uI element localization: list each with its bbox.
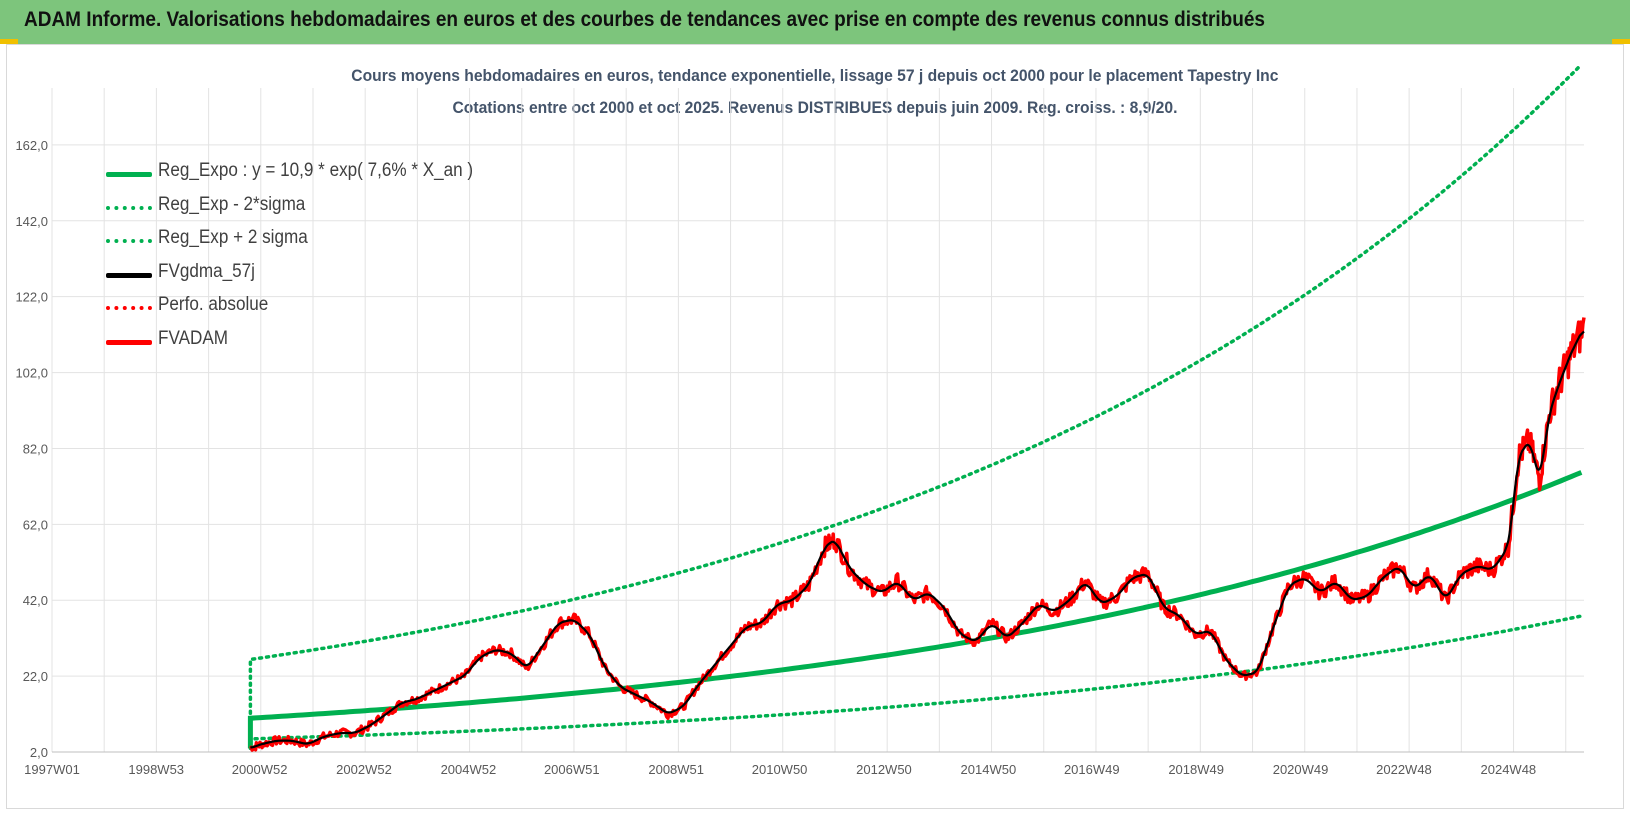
y-tick-label: 122,0 <box>15 290 48 305</box>
x-tick-label: 2012W50 <box>856 762 912 777</box>
y-tick-label: 42,0 <box>23 593 48 608</box>
legend-label: Reg_Exp + 2 sigma <box>158 227 308 248</box>
x-tick-label: 2006W51 <box>544 762 600 777</box>
legend-label: Reg_Exp - 2*sigma <box>158 193 306 215</box>
legend-swatch <box>106 239 152 243</box>
series-line-fvadam <box>249 317 1586 752</box>
x-tick-label: 2024W48 <box>1481 762 1537 777</box>
series-line-regression <box>247 470 1583 749</box>
legend-swatch <box>106 306 152 310</box>
corner-marker <box>0 39 18 44</box>
y-tick-label: 142,0 <box>15 214 48 229</box>
series-line-fvgdma <box>250 330 1585 749</box>
series-line-regression-low <box>248 614 1584 750</box>
y-tick-label: 22,0 <box>23 669 48 684</box>
y-tick-label: 162,0 <box>15 138 48 153</box>
x-tick-label: 2020W49 <box>1273 762 1329 777</box>
x-tick-label: 2008W51 <box>648 762 704 777</box>
x-tick-label: 2014W50 <box>961 762 1017 777</box>
report-banner: ADAM Informe. Valorisations hebdomadaire… <box>0 0 1630 44</box>
chart-title: Cours moyens hebdomadaires en euros, ten… <box>351 66 1279 85</box>
legend-swatch <box>106 339 152 345</box>
x-tick-label: 1997W01 <box>24 762 80 777</box>
y-tick-label: 62,0 <box>23 517 48 532</box>
y-tick-label: 82,0 <box>23 441 48 456</box>
x-tick-label: 2018W49 <box>1168 762 1224 777</box>
y-tick-label: 102,0 <box>15 366 48 381</box>
series-layer <box>247 62 1586 752</box>
y-tick-label: 2,0 <box>30 745 48 760</box>
legend-label: FVADAM <box>158 327 228 349</box>
legend-swatch <box>106 172 152 177</box>
legend-label: Perfo. absolue <box>158 294 269 315</box>
x-tick-label: 2010W50 <box>752 762 808 777</box>
legend-swatch <box>106 205 152 210</box>
legend-label: FVgdma_57j <box>158 260 255 282</box>
x-tick-label: 2016W49 <box>1064 762 1120 777</box>
axes: 2,0 22,0 42,0 62,0 82,0 102,0 122,0 142,0 162,0 1… <box>15 138 1584 777</box>
x-tick-label: 2002W52 <box>336 762 392 777</box>
x-tick-label: 2004W52 <box>441 762 497 777</box>
chart-frame <box>6 44 1624 809</box>
legend-swatch <box>106 272 152 278</box>
x-tick-label: 2000W52 <box>232 762 288 777</box>
gridlines <box>51 88 1584 753</box>
x-tick-label: 2022W48 <box>1376 762 1432 777</box>
legend-label: Reg_Expo : y = 10,9 * exp( 7,6% * X_an ) <box>158 160 474 181</box>
chart-subtitle: Cotations entre oct 2000 et oct 2025. Re… <box>452 98 1178 117</box>
x-tick-label: 1998W53 <box>128 762 184 777</box>
corner-marker <box>1612 39 1630 44</box>
report-title: ADAM Informe. Valorisations hebdomadaire… <box>24 8 1265 31</box>
series-line-regression-high <box>248 62 1584 750</box>
